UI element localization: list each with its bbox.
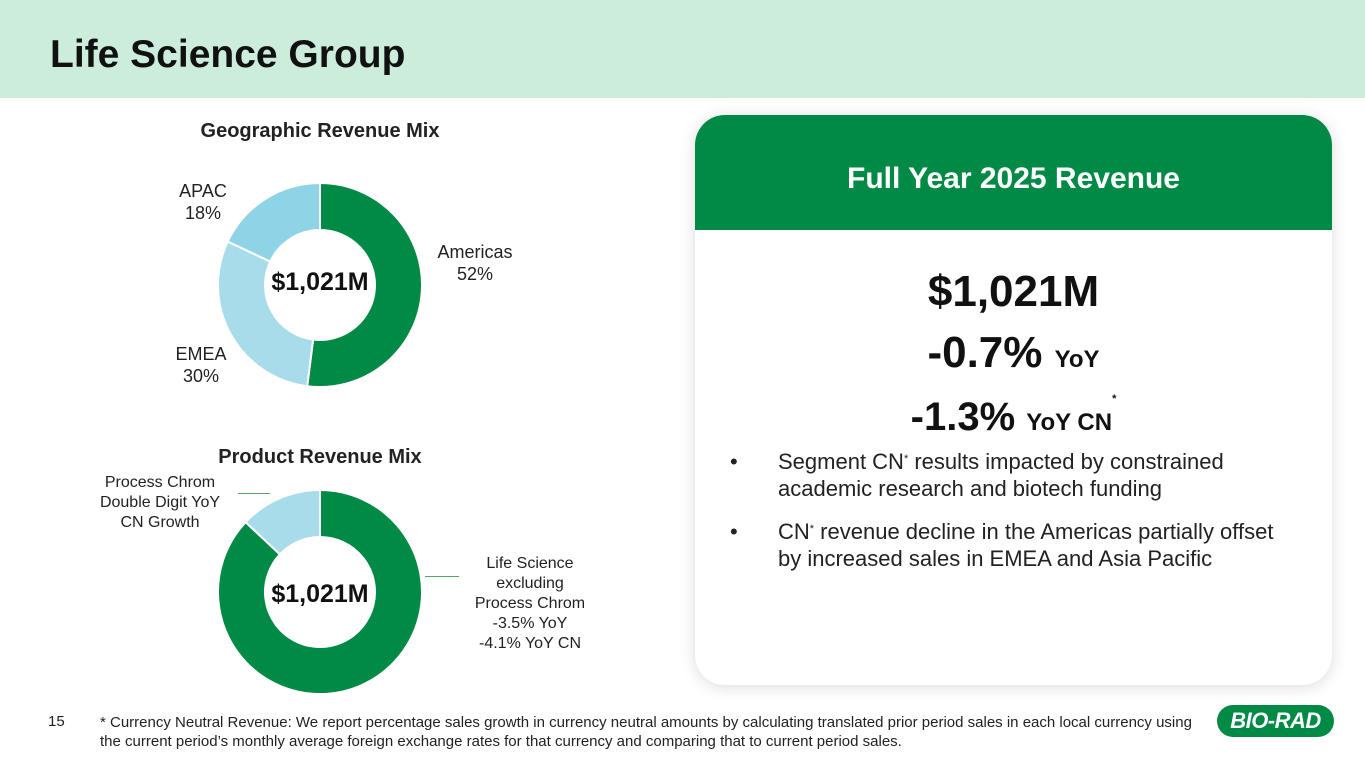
geo-label-americas: Americas 52% <box>437 242 513 284</box>
geo-segment-americas <box>306 181 423 388</box>
process-chrom-leader-line <box>238 493 270 494</box>
yoy-cn-asterisk: * <box>1112 393 1117 405</box>
geo-segment-emea <box>217 240 315 388</box>
bullet-glyph: • <box>730 449 738 474</box>
revenue-yoy: -0.7% YoY <box>695 328 1332 378</box>
geo-label-apac: APAC 18% <box>179 181 227 223</box>
bullet-glyph: • <box>730 519 738 544</box>
product-donut-chart <box>217 488 423 695</box>
product-chart-title: Product Revenue Mix <box>218 446 422 468</box>
product-segment-process-chrom <box>244 488 321 556</box>
geo-donut-chart <box>217 181 423 388</box>
revenue-yoy-cn: -1.3% YoY CN * <box>695 393 1332 440</box>
revenue-card-heading: Full Year 2025 Revenue <box>695 115 1332 230</box>
geo-center-value: $1,021M <box>271 268 369 296</box>
geo-label-emea: EMEA 30% <box>175 344 227 386</box>
product-center-value: $1,021M <box>271 580 369 608</box>
product-label-process-chrom: Process Chrom Double Digit YoY CN Growth <box>99 474 221 531</box>
revenue-bullets: • Segment CN* results impacted by constr… <box>730 448 1290 588</box>
page-number: 15 <box>48 713 65 730</box>
header-band <box>0 0 1365 98</box>
life-science-leader-line <box>425 576 459 577</box>
yoy-cn-unit: YoY CN <box>1026 409 1113 436</box>
yoy-cn-value: -1.3% <box>910 395 1016 439</box>
yoy-unit: YoY <box>1054 346 1100 373</box>
geo-chart-title: Geographic Revenue Mix <box>200 120 440 142</box>
bullet-item: • Segment CN* results impacted by constr… <box>730 449 1224 501</box>
geo-segment-apac <box>226 181 321 263</box>
bio-rad-logo: BIO-RAD <box>1217 705 1334 737</box>
yoy-value: -0.7% <box>927 328 1043 377</box>
product-label-life-science: Life Science excluding Process Chrom -3.… <box>474 555 586 652</box>
bullet-item: • CN* revenue decline in the Americas pa… <box>730 519 1274 571</box>
page-title: Life Science Group <box>50 33 406 76</box>
product-segment-life-science <box>217 488 423 695</box>
revenue-total: $1,021M <box>927 267 1100 316</box>
revenue-card: Full Year 2025 Revenue $1,021M -0.7% YoY… <box>695 115 1332 685</box>
footnote: * Currency Neutral Revenue: We report pe… <box>100 714 1192 750</box>
